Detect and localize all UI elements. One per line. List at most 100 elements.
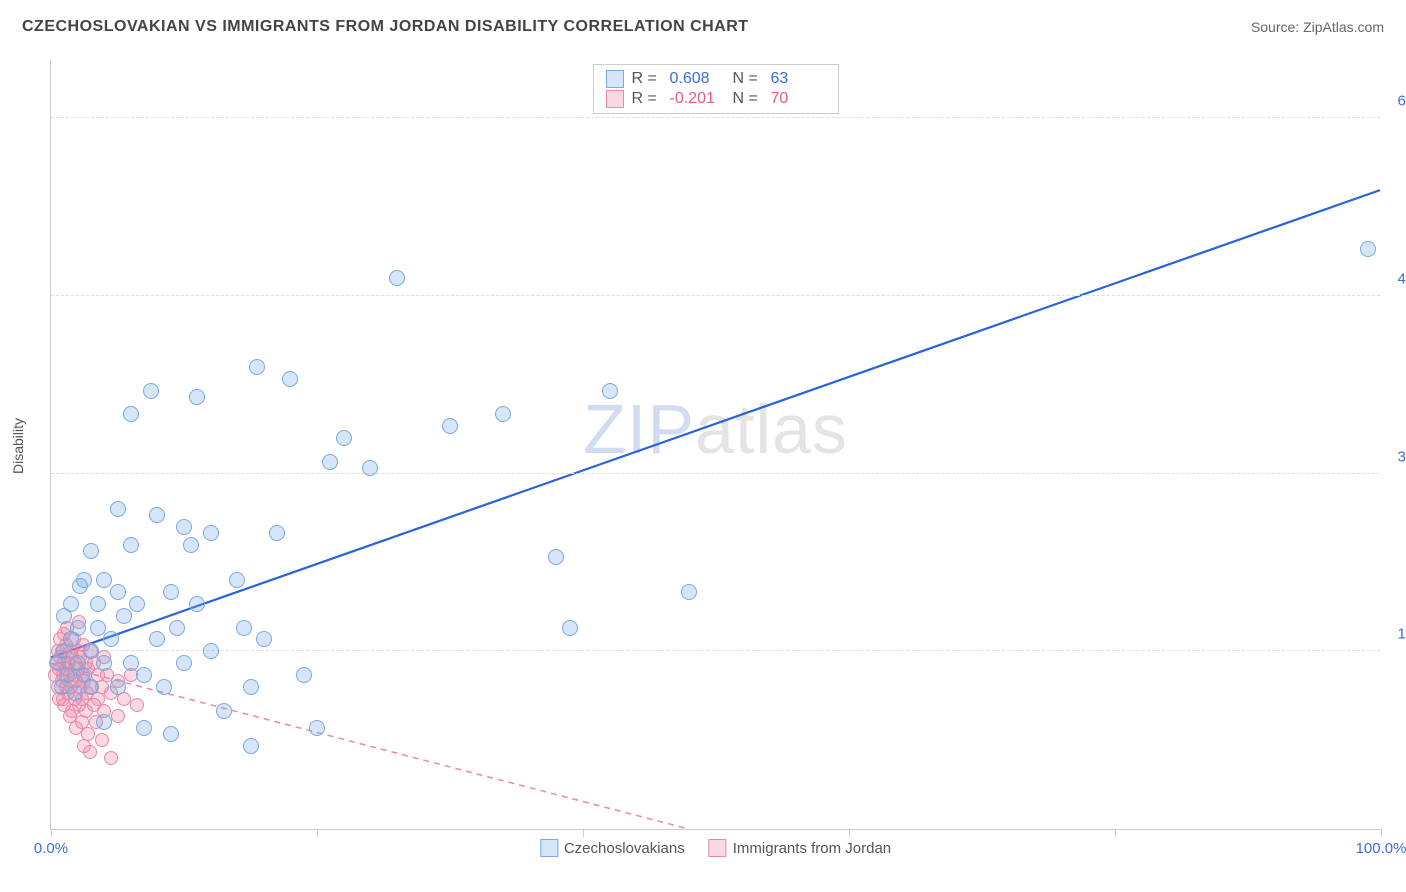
chart-title: CZECHOSLOVAKIAN VS IMMIGRANTS FROM JORDA…: [22, 18, 749, 36]
x-tick: [1381, 829, 1382, 837]
data-point: [136, 720, 152, 736]
data-point: [149, 631, 165, 647]
gridline: [51, 295, 1380, 296]
data-point: [495, 406, 511, 422]
data-point: [322, 454, 338, 470]
data-point: [176, 519, 192, 535]
data-point: [163, 584, 179, 600]
y-tick-label: 60.0%: [1397, 93, 1406, 110]
data-point: [123, 406, 139, 422]
gridline: [51, 473, 1380, 474]
data-point: [163, 726, 179, 742]
plot-area: ZIPatlas R =0.608N =63R =-0.201N =70 Cze…: [50, 60, 1380, 830]
legend-swatch: [540, 839, 558, 857]
n-value: 70: [771, 90, 826, 108]
data-point: [681, 584, 697, 600]
data-point: [256, 631, 272, 647]
chart-container: CZECHOSLOVAKIAN VS IMMIGRANTS FROM JORDA…: [0, 0, 1406, 892]
data-point: [362, 460, 378, 476]
series-swatch: [606, 70, 624, 88]
trend-lines-layer: [51, 60, 1380, 829]
trend-line: [51, 663, 689, 829]
data-point: [83, 643, 99, 659]
legend-item: Immigrants from Jordan: [709, 839, 891, 857]
data-point: [203, 525, 219, 541]
legend-label: Immigrants from Jordan: [733, 840, 891, 857]
data-point: [76, 572, 92, 588]
data-point: [296, 667, 312, 683]
data-point: [336, 430, 352, 446]
r-label: R =: [632, 70, 662, 88]
data-point: [136, 667, 152, 683]
data-point: [110, 679, 126, 695]
data-point: [282, 371, 298, 387]
data-point: [116, 608, 132, 624]
x-tick-label: 0.0%: [34, 840, 68, 857]
x-tick: [317, 829, 318, 837]
watermark-brand-b: atlas: [695, 390, 848, 468]
x-tick-label: 100.0%: [1356, 840, 1406, 857]
data-point: [309, 720, 325, 736]
data-point: [83, 679, 99, 695]
gridline: [51, 117, 1380, 118]
data-point: [602, 383, 618, 399]
data-point: [83, 745, 97, 759]
data-point: [67, 685, 83, 701]
data-point: [189, 596, 205, 612]
data-point: [243, 679, 259, 695]
x-tick: [583, 829, 584, 837]
data-point: [90, 596, 106, 612]
data-point: [216, 703, 232, 719]
data-point: [229, 572, 245, 588]
data-point: [130, 698, 144, 712]
data-point: [96, 655, 112, 671]
data-point: [143, 383, 159, 399]
data-point: [1360, 241, 1376, 257]
watermark-brand-a: ZIP: [583, 390, 695, 468]
r-value: -0.201: [670, 90, 725, 108]
data-point: [63, 596, 79, 612]
data-point: [95, 733, 109, 747]
r-label: R =: [632, 90, 662, 108]
data-point: [243, 738, 259, 754]
data-point: [70, 620, 86, 636]
legend-label: Czechoslovakians: [564, 840, 685, 857]
data-point: [103, 631, 119, 647]
y-tick-label: 30.0%: [1397, 448, 1406, 465]
data-point: [123, 655, 139, 671]
x-tick: [849, 829, 850, 837]
data-point: [129, 596, 145, 612]
y-tick-label: 15.0%: [1397, 626, 1406, 643]
r-value: 0.608: [670, 70, 725, 88]
data-point: [149, 507, 165, 523]
series-swatch: [606, 90, 624, 108]
data-point: [236, 620, 252, 636]
data-point: [111, 709, 125, 723]
source-label: Source: ZipAtlas.com: [1251, 19, 1384, 35]
data-point: [169, 620, 185, 636]
n-value: 63: [771, 70, 826, 88]
legend-item: Czechoslovakians: [540, 839, 685, 857]
data-point: [203, 643, 219, 659]
stats-legend-box: R =0.608N =63R =-0.201N =70: [593, 64, 839, 114]
data-point: [90, 620, 106, 636]
data-point: [442, 418, 458, 434]
data-point: [176, 655, 192, 671]
y-tick-label: 45.0%: [1397, 270, 1406, 287]
data-point: [123, 537, 139, 553]
gridline: [51, 650, 1380, 651]
data-point: [96, 714, 112, 730]
data-point: [562, 620, 578, 636]
data-point: [83, 543, 99, 559]
x-tick: [1115, 829, 1116, 837]
data-point: [189, 389, 205, 405]
data-point: [269, 525, 285, 541]
data-point: [96, 572, 112, 588]
trend-line: [51, 190, 1380, 657]
bottom-legend: Czechoslovakians Immigrants from Jordan: [540, 839, 891, 857]
data-point: [110, 501, 126, 517]
stats-row: R =-0.201N =70: [606, 89, 826, 109]
data-point: [548, 549, 564, 565]
data-point: [389, 270, 405, 286]
y-axis-title: Disability: [10, 418, 26, 474]
